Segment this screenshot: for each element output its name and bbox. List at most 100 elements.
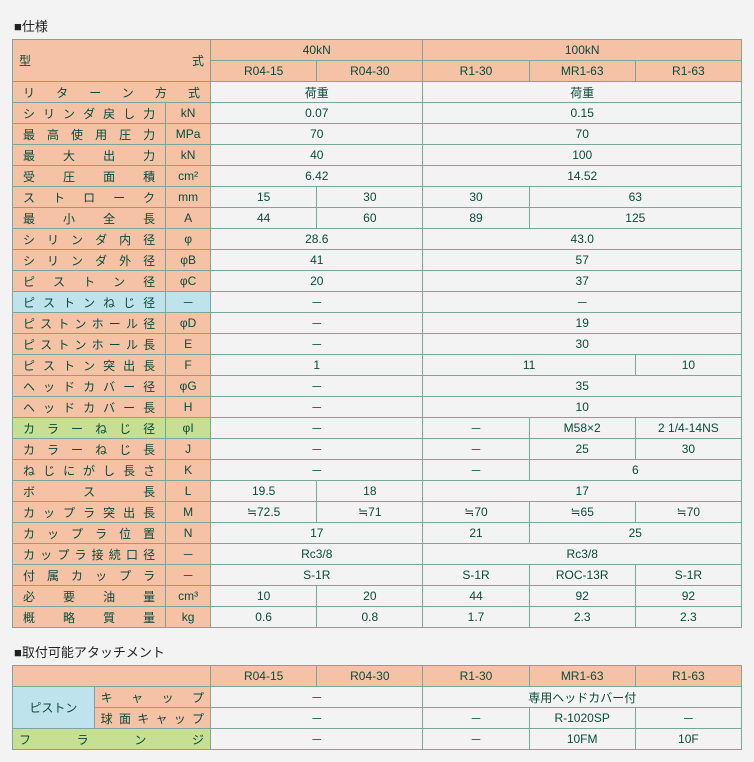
table-row: ねじにがし長さ K － － 6 [13, 460, 742, 481]
cell: 30 [423, 334, 742, 355]
table-row: 型 式 40kN 100kN [13, 40, 742, 61]
label-phole: ピストンホール径 [13, 313, 166, 334]
cell: 6 [529, 460, 741, 481]
head-r04-30: R04-30 [317, 61, 423, 82]
spec-table: 型 式 40kN 100kN R04-15 R04-30 R1-30 MR1-6… [12, 39, 742, 628]
table-row: ピストン突出長 F 1 11 10 [13, 355, 742, 376]
cell: 14.52 [423, 166, 742, 187]
cell: 15 [211, 187, 317, 208]
label-cplprot: カップラ突出長 [13, 502, 166, 523]
table-row: 必要油量 cm³ 10 20 44 92 92 [13, 586, 742, 607]
table-row: ヘッドカバー長 H － 10 [13, 397, 742, 418]
cell: 125 [529, 208, 741, 229]
unit: cm² [166, 166, 211, 187]
label-flange: フランジ [13, 729, 211, 750]
label-piston-group: ピストン [13, 687, 95, 729]
cell: 6.42 [211, 166, 423, 187]
unit: N [166, 523, 211, 544]
cell: － [423, 418, 529, 439]
table-row: カップラ接続口径 － Rc3/8 Rc3/8 [13, 544, 742, 565]
unit: － [166, 292, 211, 313]
cell: 10 [423, 397, 742, 418]
cell: 0.07 [211, 103, 423, 124]
cell: 荷重 [211, 82, 423, 103]
cell: ≒71 [317, 502, 423, 523]
cell: ROC-13R [529, 565, 635, 586]
label-stroke: ストローク [13, 187, 166, 208]
cell: － [423, 460, 529, 481]
cell: ≒65 [529, 502, 635, 523]
head-r04-30: R04-30 [317, 666, 423, 687]
cell: － [211, 292, 423, 313]
cell: 21 [423, 523, 529, 544]
unit: kN [166, 145, 211, 166]
unit: φC [166, 271, 211, 292]
label-headd: ヘッドカバー径 [13, 376, 166, 397]
cell: － [423, 439, 529, 460]
cell: R-1020SP [529, 708, 635, 729]
table-row: 付属カップラ － S-1R S-1R ROC-13R S-1R [13, 565, 742, 586]
table-row: ボス長 L 19.5 18 17 [13, 481, 742, 502]
cell: － [211, 418, 423, 439]
label-pthread: ピストンねじ径 [13, 292, 166, 313]
head-r1-63: R1-63 [635, 61, 741, 82]
cell: 92 [635, 586, 741, 607]
unit: φD [166, 313, 211, 334]
cell: 20 [211, 271, 423, 292]
unit: － [166, 565, 211, 586]
cell: 70 [423, 124, 742, 145]
label-cplpos: カップラ位置 [13, 523, 166, 544]
cell: 30 [635, 439, 741, 460]
table-row: ピストンねじ径 － － － [13, 292, 742, 313]
unit: E [166, 334, 211, 355]
cell: 17 [423, 481, 742, 502]
cell: 70 [211, 124, 423, 145]
cell: 10FM [529, 729, 635, 750]
cell: 2.3 [635, 607, 741, 628]
cell: Rc3/8 [423, 544, 742, 565]
unit: kg [166, 607, 211, 628]
label-area: 受圧面積 [13, 166, 166, 187]
unit: L [166, 481, 211, 502]
table-row: カラーねじ長 J － － 25 30 [13, 439, 742, 460]
unit: φ [166, 229, 211, 250]
label-piston: ピストン径 [13, 271, 166, 292]
cell: 10F [635, 729, 741, 750]
cell: S-1R [635, 565, 741, 586]
label-cthread: カラーねじ径 [13, 418, 166, 439]
cell: － [423, 708, 529, 729]
cell: 25 [529, 439, 635, 460]
cell: 28.6 [211, 229, 423, 250]
cell: 10 [211, 586, 317, 607]
cell: 11 [423, 355, 635, 376]
cell: 2 1/4-14NS [635, 418, 741, 439]
cell: － [211, 313, 423, 334]
table-row: カップラ位置 N 17 21 25 [13, 523, 742, 544]
cell: 19.5 [211, 481, 317, 502]
cell: － [211, 334, 423, 355]
label-cplport: カップラ接続口径 [13, 544, 166, 565]
table-row: カラーねじ径 φI － － M58×2 2 1/4-14NS [13, 418, 742, 439]
cell: － [635, 708, 741, 729]
section-title-spec: ■仕様 [14, 16, 740, 35]
table-row: 最小全長 A 44 60 89 125 [13, 208, 742, 229]
cell: 25 [529, 523, 741, 544]
label-cap: キャップ [94, 687, 210, 708]
table-row: リターン方式 荷重 荷重 [13, 82, 742, 103]
label-sphcap: 球面キャップ [94, 708, 210, 729]
cell: 40 [211, 145, 423, 166]
label-bore: シリンダ内径 [13, 229, 166, 250]
cell: 37 [423, 271, 742, 292]
cell: － [211, 687, 423, 708]
label-pprot: ピストン突出長 [13, 355, 166, 376]
cell: 専用ヘッドカバー付 [423, 687, 742, 708]
head-40kn: 40kN [211, 40, 423, 61]
cell: S-1R [423, 565, 529, 586]
unit: A [166, 208, 211, 229]
cell: － [423, 729, 529, 750]
label-pholel: ピストンホール長 [13, 334, 166, 355]
unit: K [166, 460, 211, 481]
cell: 35 [423, 376, 742, 397]
table-row: シリンダ外径 φB 41 57 [13, 250, 742, 271]
label-boss: ボス長 [13, 481, 166, 502]
